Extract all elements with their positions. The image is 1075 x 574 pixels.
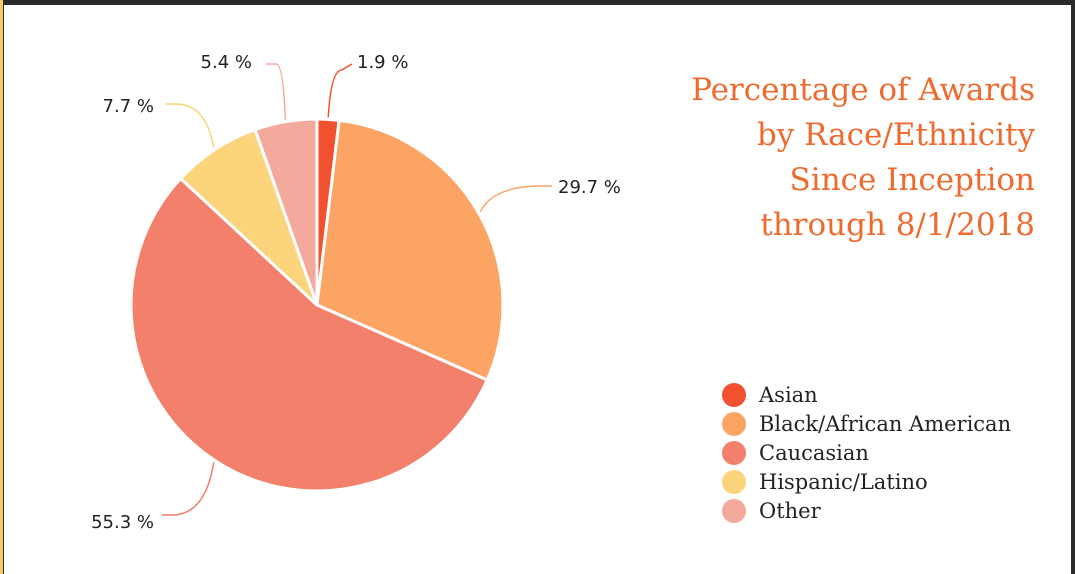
legend-swatch xyxy=(722,382,746,407)
legend-swatch xyxy=(722,469,746,494)
legend-label: Black/African American xyxy=(759,411,1012,436)
pie-slice-black-african-american xyxy=(315,118,505,382)
data-label-caucasian: 55.3 % xyxy=(91,512,154,533)
pie-slice-other xyxy=(253,117,319,307)
legend-item: Other xyxy=(722,496,1011,525)
legend-swatch xyxy=(722,498,746,523)
legend-label: Caucasian xyxy=(759,440,869,465)
pie-slice-caucasian xyxy=(129,177,489,493)
chart-title-line-3: Since Inception xyxy=(789,162,1035,198)
legend: Asian Black/African American Caucasian Hisp… xyxy=(722,380,1011,525)
legend-swatch xyxy=(722,440,746,465)
data-label-asian: 1.9 % xyxy=(357,52,408,73)
legend-swatch xyxy=(722,411,746,436)
legend-label: Hispanic/Latino xyxy=(759,469,928,494)
leader-line-asian xyxy=(327,63,353,118)
legend-item: Hispanic/Latino xyxy=(722,467,1011,496)
leader-line-black-african-american xyxy=(479,185,552,213)
chart-title: Percentage of Awards by Race/Ethnicity S… xyxy=(615,68,1035,248)
legend-label: Other xyxy=(759,498,821,523)
leader-line-hispanic-latino xyxy=(166,103,215,148)
chart-title-line-4: through 8/1/2018 xyxy=(760,207,1035,243)
legend-item: Asian xyxy=(722,380,1011,409)
data-label-hispanic-latino: 7.7 % xyxy=(103,96,154,117)
left-accent-bar xyxy=(0,0,3,574)
legend-item: Caucasian xyxy=(722,438,1011,467)
leader-line-other xyxy=(266,63,287,120)
legend-item: Black/African American xyxy=(722,409,1011,438)
legend-label: Asian xyxy=(759,382,818,407)
chart-title-line-2: by Race/Ethnicity xyxy=(756,117,1035,153)
chart-title-line-1: Percentage of Awards xyxy=(691,72,1035,108)
data-label-black-african-american: 29.7 % xyxy=(558,177,621,198)
leader-line-caucasian xyxy=(162,462,215,516)
data-label-other: 5.4 % xyxy=(201,52,252,73)
